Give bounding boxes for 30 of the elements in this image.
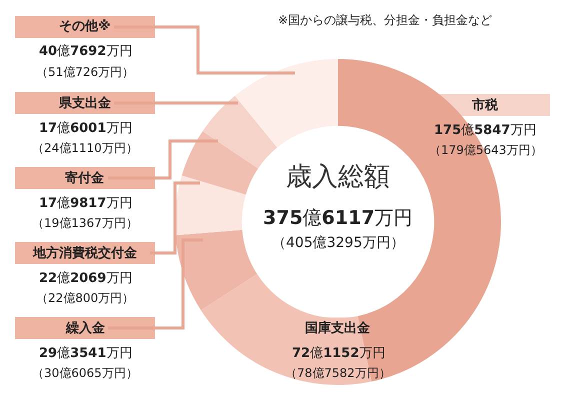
text: 22億2069万円 xyxy=(39,271,132,286)
donut-slice xyxy=(234,59,338,148)
slice-label: その他※ xyxy=(59,19,111,34)
slice-label: 繰入金 xyxy=(65,320,106,336)
slice-label: 地方消費税交付金 xyxy=(32,245,138,261)
text: 175億5847万円 xyxy=(434,123,536,138)
slice-label: 寄付金 xyxy=(65,170,105,186)
text: 17億6001万円 xyxy=(39,121,132,136)
text: （179億5643万円） xyxy=(429,143,542,157)
text: 72億1152万円 xyxy=(292,346,386,361)
slice-label: 国庫支出金 xyxy=(305,320,371,336)
text: 歳入総額 xyxy=(286,162,390,192)
slice-label: 県支出金 xyxy=(58,96,112,111)
text: （405億3295万円） xyxy=(272,235,404,251)
donut-slice xyxy=(176,230,258,310)
text: 375億6117万円 xyxy=(263,207,413,229)
text: （24億1110万円） xyxy=(32,141,138,155)
text: （30億6065万円） xyxy=(32,366,138,380)
donut-slice xyxy=(175,176,246,236)
text: 29億3541万円 xyxy=(39,346,132,361)
text: ※国からの譲与税、分担金・負担金など xyxy=(278,13,492,27)
text: 17億9817万円 xyxy=(39,196,132,211)
donut-slice xyxy=(182,131,258,195)
text: （51億726万円） xyxy=(36,65,134,79)
text: 40億7692万円 xyxy=(39,44,132,59)
donut-slice xyxy=(202,96,278,168)
text: （22億800万円） xyxy=(36,291,134,305)
slice-label: 市税 xyxy=(471,97,499,113)
text: （19億1367万円） xyxy=(32,216,138,230)
text: （78億7582万円） xyxy=(285,366,391,380)
